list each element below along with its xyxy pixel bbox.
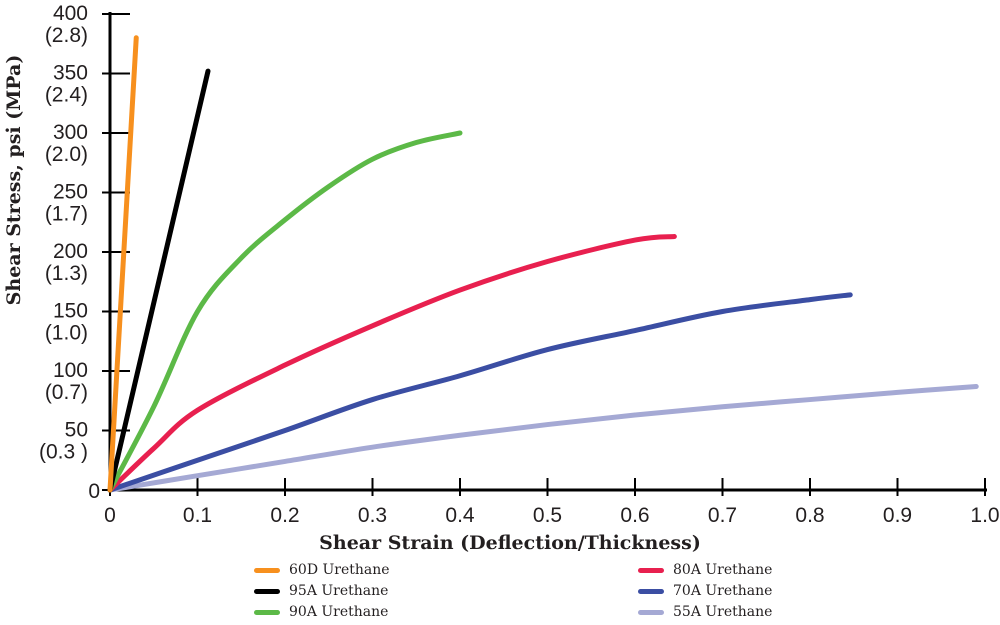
x-tick-label: 0.7: [708, 504, 737, 527]
y-tick-label-mpa: (1.3): [45, 262, 88, 285]
y-tick-label-psi: 300: [53, 121, 88, 144]
y-tick-label-mpa: (1.0): [45, 322, 88, 345]
legend-label: 80A Urethane: [673, 562, 773, 578]
series-line-90a-urethane: [107, 130, 463, 493]
legend-item: 55A Urethane: [638, 602, 772, 622]
y-tick-label-psi: 150: [53, 300, 88, 323]
legend-item: 60D Urethane: [254, 560, 390, 580]
y-axis-label: Shear Stress, psi (MPa): [3, 55, 25, 306]
series-lines: [107, 35, 979, 493]
x-tick-label: 0.2: [270, 504, 299, 527]
legend-swatch: [638, 567, 664, 573]
legend-swatch: [254, 609, 280, 615]
x-tick-label: 0.5: [533, 504, 562, 527]
x-tick-label: 0.9: [883, 504, 912, 527]
legend-swatch: [254, 588, 280, 594]
y-tick-label-psi: 100: [53, 359, 88, 382]
y-tick-label-psi: 250: [53, 181, 88, 204]
y-tick-label-psi: 50: [65, 419, 88, 442]
x-tick-label: 0.1: [183, 504, 212, 527]
legend-swatch: [638, 588, 664, 594]
y-tick-label-mpa: (1.7): [45, 203, 88, 226]
legend-item: 70A Urethane: [638, 581, 772, 601]
y-tick-label-psi: 400: [53, 2, 88, 25]
y-tick-label-mpa: (0.3 ): [39, 441, 88, 464]
legend-label: 55A Urethane: [673, 604, 773, 620]
axes: 0 0.1 0.2 0.3 0.4 0.5 0.6 0.7 0.8 0.9 1.0 0 50(0.3 )…: [39, 2, 1000, 527]
y-tick-label-psi: 200: [53, 240, 88, 263]
series-line-55a-urethane: [107, 383, 979, 493]
y-tick-label-mpa: (2.8): [45, 24, 88, 47]
y-tick-label-mpa: (0.7): [45, 381, 88, 404]
y-tick-label: 0: [88, 480, 100, 503]
series-line-60d-urethane: [107, 35, 139, 493]
series-line-95a-urethane: [107, 68, 211, 493]
x-tick-label: 0: [104, 504, 116, 527]
series-line-70a-urethane: [107, 292, 853, 493]
legend-item: 80A Urethane: [638, 560, 772, 580]
x-tick-label: 0.3: [358, 504, 387, 527]
legend-swatch: [638, 609, 664, 615]
legend-label: 95A Urethane: [289, 583, 389, 599]
y-tick-label-psi: 350: [53, 62, 88, 85]
legend-label: 70A Urethane: [673, 583, 773, 599]
legend-swatch: [254, 567, 280, 573]
legend-item: 90A Urethane: [254, 602, 388, 622]
x-tick-label: 0.4: [445, 504, 475, 527]
legend-item: 95A Urethane: [254, 581, 388, 601]
legend: 60D Urethane 95A Urethane 90A Urethane 80A …: [254, 560, 854, 625]
y-tick-label-mpa: (2.4): [45, 84, 88, 107]
x-tick-label: 1.0: [970, 504, 999, 527]
x-tick-label: 0.8: [795, 504, 824, 527]
legend-label: 90A Urethane: [289, 604, 389, 620]
x-axis-label: Shear Strain (Deflection/Thickness): [319, 532, 701, 554]
legend-label: 60D Urethane: [289, 562, 390, 578]
y-tick-label-mpa: (2.0): [45, 143, 88, 166]
x-tick-label: 0.6: [620, 504, 649, 527]
series-line-80a-urethane: [107, 234, 677, 493]
